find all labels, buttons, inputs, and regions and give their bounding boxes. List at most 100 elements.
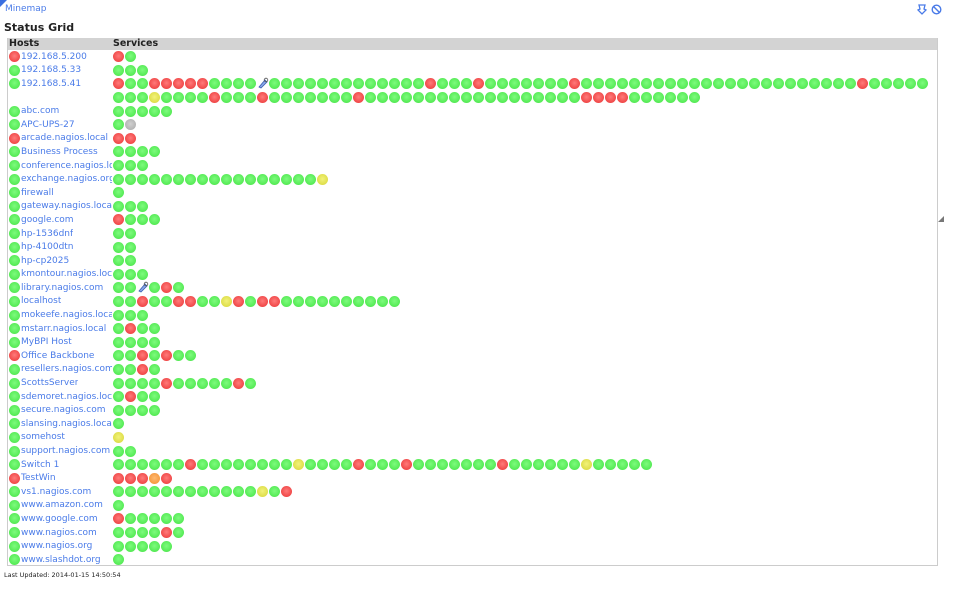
service-status-critical[interactable]	[112, 472, 124, 484]
service-status-critical[interactable]	[208, 92, 220, 104]
service-status-ok[interactable]	[220, 486, 232, 498]
service-status-ok[interactable]	[148, 295, 160, 307]
service-status-ok[interactable]	[172, 377, 184, 389]
host-link[interactable]: Office Backbone	[21, 350, 95, 361]
service-status-ok[interactable]	[136, 486, 148, 498]
service-status-ok[interactable]	[112, 160, 124, 172]
service-status-ok[interactable]	[124, 404, 136, 416]
service-status-ok[interactable]	[340, 92, 352, 104]
service-status-ok[interactable]	[124, 160, 136, 172]
host-link[interactable]: mstarr.nagios.local	[21, 323, 107, 334]
service-status-ok[interactable]	[148, 540, 160, 552]
service-status-ok[interactable]	[112, 445, 124, 457]
service-status-critical[interactable]	[160, 377, 172, 389]
service-status-ok[interactable]	[340, 459, 352, 471]
service-status-warning[interactable]	[112, 431, 124, 443]
service-status-critical[interactable]	[112, 132, 124, 144]
host-link[interactable]: 192.168.5.41	[21, 78, 82, 89]
host-link[interactable]: slansing.nagios.local	[21, 418, 112, 429]
service-status-ok[interactable]	[244, 486, 256, 498]
host-link[interactable]: www.nagios.org	[21, 541, 93, 552]
host-status-ok[interactable]	[9, 119, 20, 131]
host-status-ok[interactable]	[9, 309, 20, 321]
service-status-ok[interactable]	[148, 336, 160, 348]
service-status-ok[interactable]	[160, 540, 172, 552]
service-status-ok[interactable]	[124, 268, 136, 280]
service-status-ok[interactable]	[124, 363, 136, 375]
service-status-ok[interactable]	[280, 459, 292, 471]
service-status-ok[interactable]	[160, 295, 172, 307]
service-status-ok[interactable]	[448, 78, 460, 90]
service-status-ok[interactable]	[112, 228, 124, 240]
service-status-ok[interactable]	[544, 92, 556, 104]
service-status-critical[interactable]	[604, 92, 616, 104]
service-status-ok[interactable]	[148, 527, 160, 539]
service-status-ok[interactable]	[376, 78, 388, 90]
service-status-ok[interactable]	[676, 78, 688, 90]
service-status-ok[interactable]	[364, 78, 376, 90]
service-status-ok[interactable]	[640, 92, 652, 104]
service-status-ok[interactable]	[760, 78, 772, 90]
service-status-ok[interactable]	[124, 214, 136, 226]
service-status-ok[interactable]	[148, 377, 160, 389]
service-status-ok[interactable]	[220, 173, 232, 185]
service-status-ok[interactable]	[448, 459, 460, 471]
service-status-ok[interactable]	[544, 78, 556, 90]
host-link[interactable]: 192.168.5.33	[21, 65, 82, 76]
host-link[interactable]: localhost	[21, 296, 62, 307]
service-status-ok[interactable]	[232, 459, 244, 471]
service-status-ok[interactable]	[304, 92, 316, 104]
service-status-ok[interactable]	[124, 241, 136, 253]
service-status-ok[interactable]	[136, 513, 148, 525]
service-status-ok[interactable]	[484, 78, 496, 90]
service-status-ok[interactable]	[232, 486, 244, 498]
service-status-ok[interactable]	[316, 459, 328, 471]
service-status-ok[interactable]	[532, 92, 544, 104]
service-status-ok[interactable]	[148, 282, 160, 294]
service-status-ok[interactable]	[124, 459, 136, 471]
service-status-ok[interactable]	[688, 92, 700, 104]
host-status-ok[interactable]	[9, 146, 20, 158]
service-status-ok[interactable]	[508, 459, 520, 471]
service-status-ok[interactable]	[376, 459, 388, 471]
service-status-ok[interactable]	[136, 92, 148, 104]
service-status-ok[interactable]	[172, 486, 184, 498]
service-status-ok[interactable]	[124, 105, 136, 117]
service-status-ok[interactable]	[196, 295, 208, 307]
host-status-ok[interactable]	[9, 64, 20, 76]
host-status-ok[interactable]	[9, 336, 20, 348]
service-status-ok[interactable]	[520, 78, 532, 90]
service-status-critical[interactable]	[856, 78, 868, 90]
service-status-ok[interactable]	[112, 119, 124, 131]
service-status-ok[interactable]	[172, 92, 184, 104]
service-status-ok[interactable]	[220, 377, 232, 389]
service-status-ok[interactable]	[208, 486, 220, 498]
service-status-ok[interactable]	[412, 92, 424, 104]
host-link[interactable]: Business Process	[21, 146, 98, 157]
host-status-ok[interactable]	[9, 486, 20, 498]
service-status-ok[interactable]	[268, 92, 280, 104]
service-status-ok[interactable]	[184, 486, 196, 498]
host-link[interactable]: exchange.nagios.org	[21, 174, 112, 185]
host-link[interactable]: somehost	[21, 432, 65, 443]
host-link[interactable]: Switch 1	[21, 459, 60, 470]
service-status-ok[interactable]	[112, 391, 124, 403]
service-status-ok[interactable]	[724, 78, 736, 90]
service-status-ok[interactable]	[280, 173, 292, 185]
service-status-ok[interactable]	[124, 173, 136, 185]
service-status-ok[interactable]	[124, 336, 136, 348]
service-status-ok[interactable]	[400, 92, 412, 104]
service-status-ok[interactable]	[196, 173, 208, 185]
host-status-ok[interactable]	[9, 377, 20, 389]
host-status-ok[interactable]	[9, 255, 20, 267]
service-status-ok[interactable]	[112, 418, 124, 430]
host-status-ok[interactable]	[9, 459, 20, 471]
service-status-critical[interactable]	[256, 295, 268, 307]
service-status-warning[interactable]	[148, 92, 160, 104]
host-link[interactable]: hp-cp2025	[21, 255, 70, 266]
service-status-ok[interactable]	[112, 241, 124, 253]
host-link[interactable]: mokeefe.nagios.local	[21, 310, 112, 321]
service-status-ok[interactable]	[592, 459, 604, 471]
service-status-ok[interactable]	[604, 459, 616, 471]
service-status-ok[interactable]	[112, 255, 124, 267]
